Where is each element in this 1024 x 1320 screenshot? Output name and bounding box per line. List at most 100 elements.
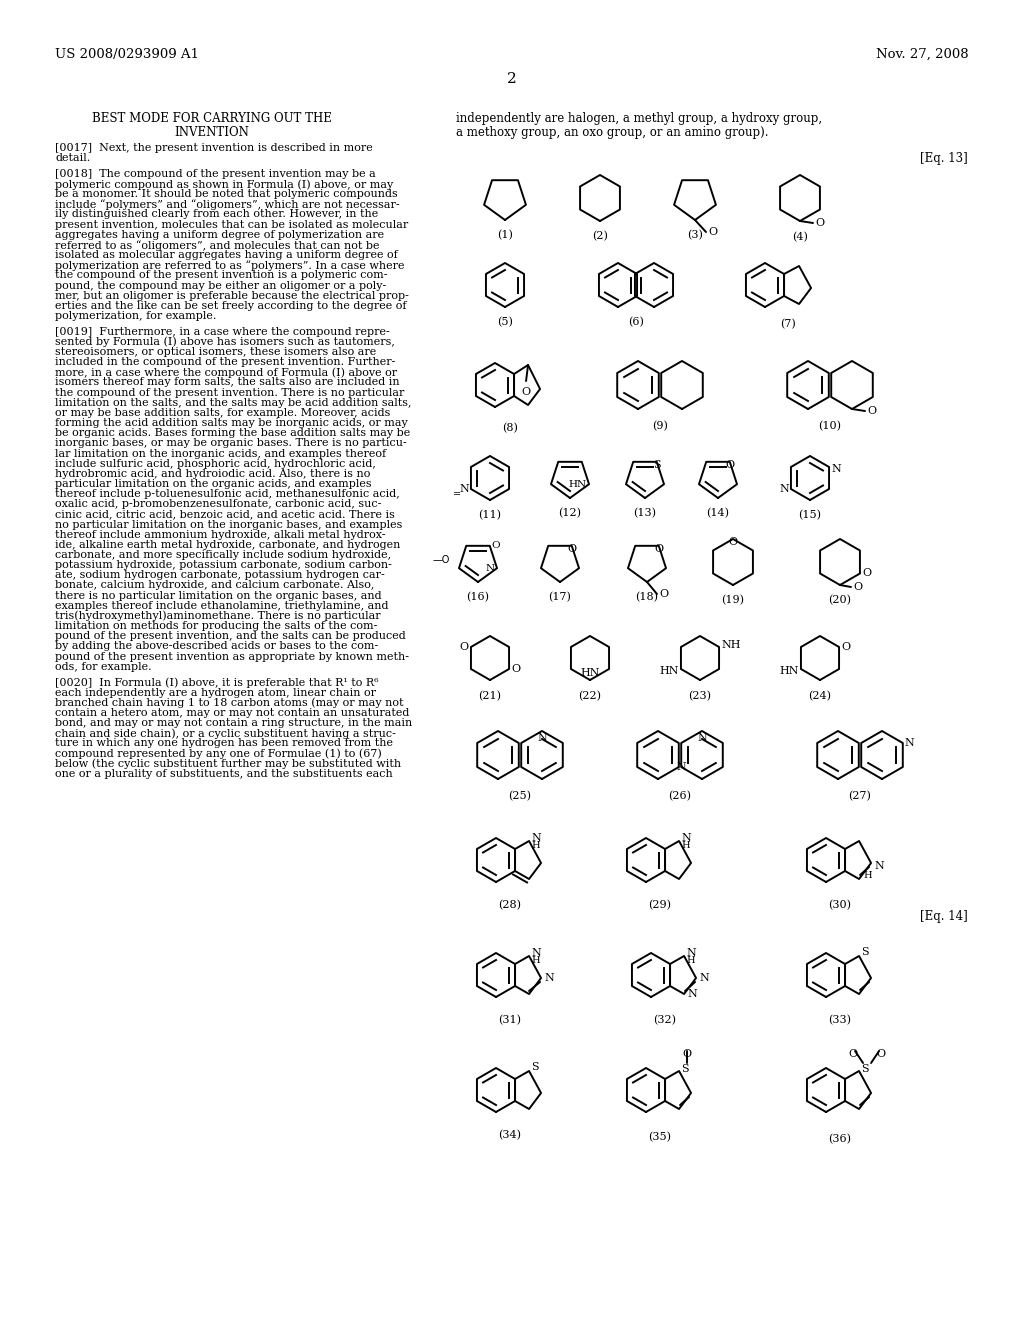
Text: —O: —O: [432, 554, 450, 565]
Text: forming the acid addition salts may be inorganic acids, or may: forming the acid addition salts may be i…: [55, 418, 408, 428]
Text: (9): (9): [652, 421, 668, 432]
Text: pound of the present invention, and the salts can be produced: pound of the present invention, and the …: [55, 631, 406, 642]
Text: N: N: [687, 989, 696, 999]
Text: (11): (11): [478, 510, 502, 520]
Text: [0019]  Furthermore, in a case where the compound repre-: [0019] Furthermore, in a case where the …: [55, 327, 390, 337]
Text: (25): (25): [509, 791, 531, 801]
Text: aggregates having a uniform degree of polymerization are: aggregates having a uniform degree of po…: [55, 230, 384, 240]
Text: (12): (12): [558, 508, 582, 519]
Text: thereof include ammonium hydroxide, alkali metal hydrox-: thereof include ammonium hydroxide, alka…: [55, 529, 385, 540]
Text: limitation on the salts, and the salts may be acid addition salts,: limitation on the salts, and the salts m…: [55, 397, 412, 408]
Text: HN: HN: [569, 479, 587, 488]
Text: N: N: [779, 484, 788, 494]
Text: O: O: [511, 664, 520, 675]
Text: polymerization, for example.: polymerization, for example.: [55, 312, 216, 321]
Text: O: O: [853, 582, 862, 591]
Text: be a monomer. It should be noted that polymeric compounds: be a monomer. It should be noted that po…: [55, 189, 397, 199]
Text: O: O: [492, 541, 501, 550]
Text: polymerization are referred to as “polymers”. In a case where: polymerization are referred to as “polym…: [55, 260, 404, 271]
Text: hydrobromic acid, and hydroiodic acid. Also, there is no: hydrobromic acid, and hydroiodic acid. A…: [55, 469, 371, 479]
Text: potassium hydroxide, potassium carbonate, sodium carbon-: potassium hydroxide, potassium carbonate…: [55, 560, 392, 570]
Text: carbonate, and more specifically include sodium hydroxide,: carbonate, and more specifically include…: [55, 550, 391, 560]
Text: O: O: [728, 537, 737, 546]
Text: (15): (15): [799, 510, 821, 520]
Text: (22): (22): [579, 690, 601, 701]
Text: H: H: [686, 956, 694, 965]
Text: (18): (18): [636, 591, 658, 602]
Text: N: N: [459, 484, 469, 494]
Text: the compound of the present invention. There is no particular: the compound of the present invention. T…: [55, 388, 404, 397]
Text: Nov. 27, 2008: Nov. 27, 2008: [877, 48, 969, 61]
Text: N: N: [699, 973, 709, 983]
Text: (5): (5): [497, 317, 513, 327]
Text: H: H: [531, 841, 540, 850]
Text: present invention, molecules that can be isolated as molecular: present invention, molecules that can be…: [55, 219, 409, 230]
Text: O: O: [567, 544, 577, 554]
Text: pound of the present invention as appropriate by known meth-: pound of the present invention as approp…: [55, 652, 409, 661]
Text: include “polymers” and “oligomers”, which are not necessar-: include “polymers” and “oligomers”, whic…: [55, 199, 399, 210]
Text: H: H: [531, 956, 540, 965]
Text: branched chain having 1 to 18 carbon atoms (may or may not: branched chain having 1 to 18 carbon ato…: [55, 698, 403, 709]
Text: bond, and may or may not contain a ring structure, in the main: bond, and may or may not contain a ring …: [55, 718, 413, 729]
Text: H: H: [863, 871, 871, 880]
Text: S: S: [861, 1064, 868, 1074]
Text: =: =: [453, 491, 461, 499]
Text: bonate, calcium hydroxide, and calcium carbonate. Also,: bonate, calcium hydroxide, and calcium c…: [55, 581, 375, 590]
Text: N: N: [905, 738, 914, 748]
Text: (14): (14): [707, 508, 729, 519]
Text: (23): (23): [688, 690, 712, 701]
Text: mer, but an oligomer is preferable because the electrical prop-: mer, but an oligomer is preferable becau…: [55, 290, 409, 301]
Text: N: N: [538, 733, 547, 743]
Text: O: O: [862, 569, 871, 578]
Text: compound represented by any one of Formulae (1) to (67): compound represented by any one of Formu…: [55, 748, 382, 759]
Text: N: N: [544, 973, 554, 983]
Text: (1): (1): [497, 230, 513, 240]
Text: (29): (29): [648, 900, 672, 911]
Text: (17): (17): [549, 591, 571, 602]
Text: US 2008/0293909 A1: US 2008/0293909 A1: [55, 48, 199, 61]
Text: S: S: [861, 946, 868, 957]
Text: stereoisomers, or optical isomers, these isomers also are: stereoisomers, or optical isomers, these…: [55, 347, 376, 356]
Text: 2: 2: [507, 73, 517, 86]
Text: (27): (27): [849, 791, 871, 801]
Text: limitation on methods for producing the salts of the com-: limitation on methods for producing the …: [55, 622, 378, 631]
Text: include sulfuric acid, phosphoric acid, hydrochloric acid,: include sulfuric acid, phosphoric acid, …: [55, 458, 376, 469]
Text: O: O: [867, 407, 877, 416]
Text: cinic acid, citric acid, benzoic acid, and acetic acid. There is: cinic acid, citric acid, benzoic acid, a…: [55, 510, 395, 519]
Text: (6): (6): [628, 317, 644, 327]
Text: O: O: [659, 589, 668, 599]
Text: O: O: [708, 227, 717, 238]
Text: (13): (13): [634, 508, 656, 519]
Text: erties and the like can be set freely according to the degree of: erties and the like can be set freely ac…: [55, 301, 407, 310]
Text: O: O: [654, 544, 664, 554]
Text: O: O: [877, 1049, 886, 1059]
Text: (28): (28): [499, 900, 521, 911]
Text: S: S: [531, 1063, 539, 1072]
Text: O: O: [841, 642, 850, 652]
Text: (35): (35): [648, 1133, 672, 1142]
Text: one or a plurality of substituents, and the substituents each: one or a plurality of substituents, and …: [55, 768, 393, 779]
Text: a methoxy group, an oxo group, or an amino group).: a methoxy group, an oxo group, or an ami…: [456, 125, 768, 139]
Text: S: S: [653, 459, 660, 470]
Text: S: S: [681, 1064, 689, 1074]
Text: detail.: detail.: [55, 153, 90, 164]
Text: (26): (26): [669, 791, 691, 801]
Text: H: H: [681, 841, 690, 850]
Text: sented by Formula (I) above has isomers such as tautomers,: sented by Formula (I) above has isomers …: [55, 337, 395, 347]
Text: no particular limitation on the inorganic bases, and examples: no particular limitation on the inorgani…: [55, 520, 402, 529]
Text: (24): (24): [809, 690, 831, 701]
Text: (32): (32): [653, 1015, 677, 1026]
Text: oxalic acid, p-bromobenzenesulfonate, carbonic acid, suc-: oxalic acid, p-bromobenzenesulfonate, ca…: [55, 499, 381, 510]
Text: the compound of the present invention is a polymeric com-: the compound of the present invention is…: [55, 271, 387, 280]
Text: N: N: [697, 733, 707, 743]
Text: pound, the compound may be either an oligomer or a poly-: pound, the compound may be either an oli…: [55, 281, 386, 290]
Text: contain a hetero atom, may or may not contain an unsaturated: contain a hetero atom, may or may not co…: [55, 708, 410, 718]
Text: (19): (19): [722, 595, 744, 606]
Text: more, in a case where the compound of Formula (I) above or: more, in a case where the compound of Fo…: [55, 367, 397, 378]
Text: O: O: [849, 1049, 858, 1059]
Text: NH: NH: [721, 640, 740, 649]
Text: (30): (30): [828, 900, 852, 911]
Text: O: O: [460, 642, 469, 652]
Text: N: N: [531, 833, 541, 843]
Text: or may be base addition salts, for example. Moreover, acids: or may be base addition salts, for examp…: [55, 408, 390, 418]
